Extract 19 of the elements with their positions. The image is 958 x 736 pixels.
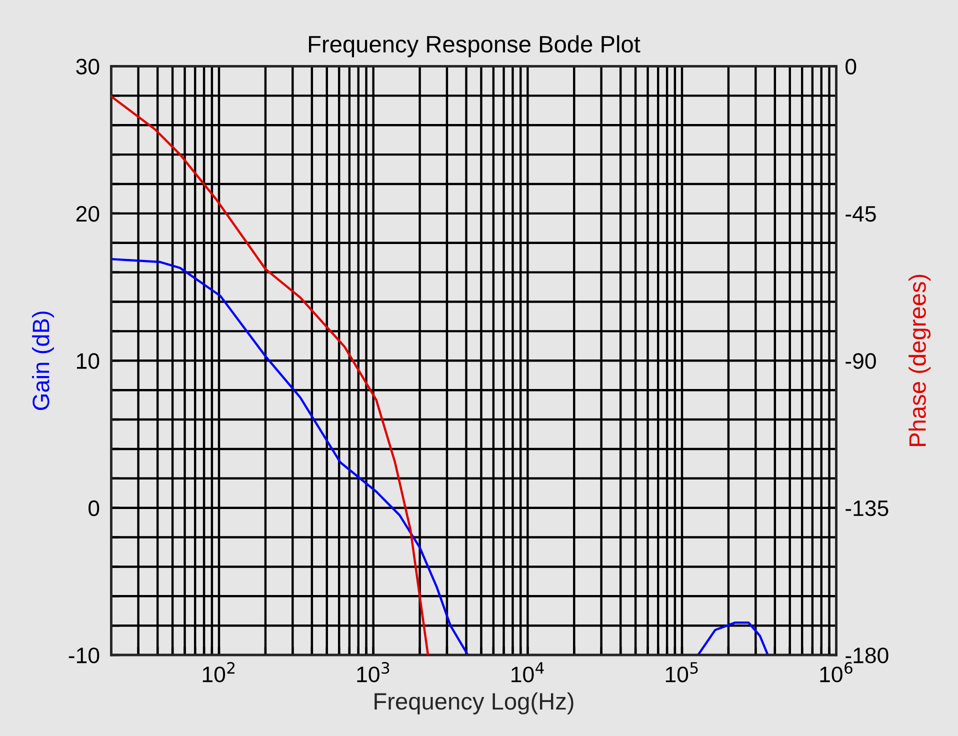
x-tick-label: 10$^{4}$	[512, 662, 544, 682]
x-tick-label: 10$^{6}$	[820, 662, 852, 682]
y-tick-label: 0	[88, 500, 100, 516]
y2-tick-label: 0	[846, 58, 856, 75]
x-tick-label: 10$^{2}$	[202, 662, 234, 682]
y2-tick-label: -180	[846, 648, 888, 664]
y-tick-label: -10	[68, 648, 100, 664]
y-tick-label: 10	[76, 353, 100, 369]
x-axis-title: Frequency Log(Hz)	[374, 692, 574, 714]
y-axis-title: Gain (dB)	[32, 312, 54, 410]
x-tick-label: 10$^{5}$	[666, 662, 698, 682]
y2-axis-title: Phase (degrees)	[908, 274, 931, 446]
y-tick-label: 30	[76, 58, 100, 75]
chart-title: Frequency Response Bode Plot	[308, 35, 640, 58]
y2-tick-label: -135	[846, 500, 888, 516]
y2-tick-label: -90	[846, 353, 876, 369]
y2-tick-label: -45	[846, 206, 876, 222]
x-tick-label: 10$^{3}$	[357, 662, 390, 682]
y-tick-label: 20	[76, 206, 100, 222]
